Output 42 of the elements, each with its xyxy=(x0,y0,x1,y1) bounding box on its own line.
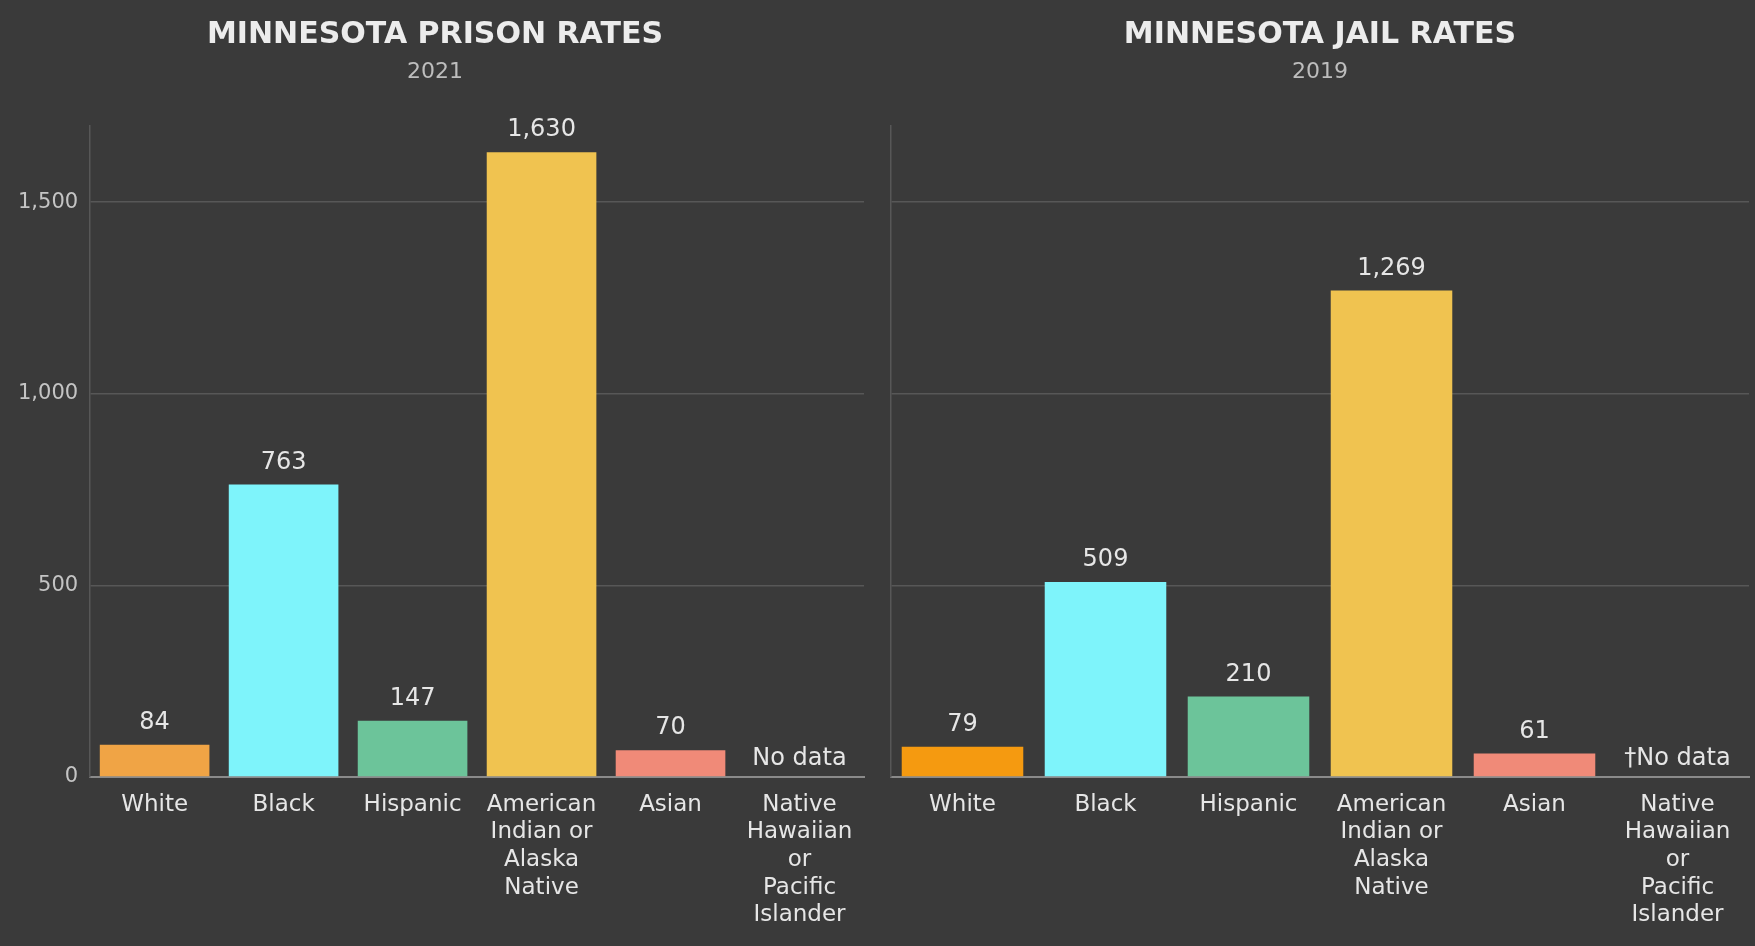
chart-subtitle: 2019 xyxy=(1292,57,1348,83)
x-tick-label: Hispanic xyxy=(1199,789,1298,816)
data-label: 210 xyxy=(1225,658,1272,687)
data-label: 763 xyxy=(260,446,307,475)
data-label: 509 xyxy=(1082,544,1129,573)
x-tick-label: American Indian or Alaska Native xyxy=(1336,789,1447,899)
annotation: †No data xyxy=(1624,743,1731,772)
x-tick-label: Black xyxy=(252,789,316,816)
bar xyxy=(1044,581,1167,777)
x-tick-label: White xyxy=(929,789,996,816)
data-label: 147 xyxy=(389,682,436,711)
chart-subtitle: 2021 xyxy=(407,57,463,83)
y-tick-label: 1,500 xyxy=(17,188,79,213)
data-label: 1,269 xyxy=(1357,252,1426,281)
x-tick-label: Native Hawaiian or Pacific Islander xyxy=(1624,789,1731,927)
bar xyxy=(357,720,468,777)
data-label: 1,630 xyxy=(507,114,576,143)
bar xyxy=(99,744,210,777)
bar xyxy=(486,152,597,777)
x-tick-label: Hispanic xyxy=(363,789,462,816)
data-label: 70 xyxy=(655,712,686,741)
x-tick-label: Native Hawaiian or Pacific Islander xyxy=(746,789,853,927)
chart-title: MINNESOTA JAIL RATES xyxy=(1123,14,1517,50)
y-tick-label: 0 xyxy=(64,763,79,788)
bar xyxy=(1187,696,1310,777)
data-label: 61 xyxy=(1519,715,1550,744)
data-label: 79 xyxy=(947,708,978,737)
bar xyxy=(228,484,339,777)
y-tick-label: 1,000 xyxy=(17,380,79,405)
x-tick-label: Asian xyxy=(639,789,702,816)
bar xyxy=(1473,753,1596,777)
bar xyxy=(901,746,1024,777)
x-tick-label: Black xyxy=(1074,789,1138,816)
bar xyxy=(1330,290,1453,777)
x-tick-label: American Indian or Alaska Native xyxy=(486,789,597,899)
y-tick-label: 500 xyxy=(38,571,79,596)
annotation: No data xyxy=(752,743,847,772)
data-label: 84 xyxy=(139,707,170,736)
x-tick-label: Asian xyxy=(1503,789,1566,816)
x-tick-label: White xyxy=(121,789,189,816)
bar xyxy=(615,750,726,777)
chart-title: MINNESOTA PRISON RATES xyxy=(206,14,664,50)
